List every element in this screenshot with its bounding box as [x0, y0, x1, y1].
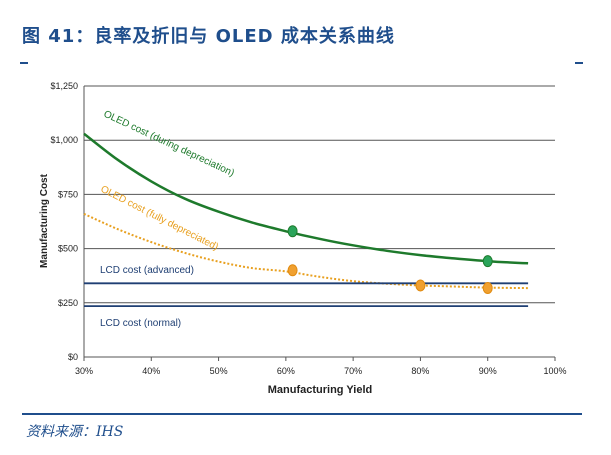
x-axis-label: Manufacturing Yield: [268, 384, 373, 396]
series-label-lcd-advanced: LCD cost (advanced): [100, 265, 194, 276]
series-line-oled-during-depreciation: [83, 132, 529, 265]
series-labels: OLED cost (during depreciation)OLED cost…: [99, 109, 236, 329]
footer-rule: [22, 413, 582, 415]
figure-title: 图 41：良率及折旧与 OLED 成本关系曲线: [22, 26, 395, 47]
y-tick-label: $1,000: [50, 135, 78, 145]
y-tick-label: $750: [58, 189, 78, 199]
y-tick-label: $1,250: [50, 81, 78, 91]
tick-labels: $0 $250 $500 $750 $1,000 $1,250 30% 40% 50% 60% 70…: [50, 81, 566, 376]
data-point-oled-during-depreciation: [482, 255, 493, 268]
series-label-oled-during-depreciation: OLED cost (during depreciation): [102, 109, 236, 179]
y-tick-label: $250: [58, 298, 78, 308]
x-tick-label: 40%: [142, 366, 160, 376]
x-tick-label: 90%: [479, 366, 497, 376]
y-tick-label: $0: [68, 352, 78, 362]
series-label-lcd-normal: LCD cost (normal): [100, 318, 181, 329]
title-dash-right: [575, 62, 583, 64]
x-tick-label: 30%: [75, 366, 93, 376]
x-tick-label: 60%: [277, 366, 295, 376]
data-markers: [287, 225, 493, 295]
x-tick-label: 70%: [344, 366, 362, 376]
x-tick-label: 50%: [210, 366, 228, 376]
series-line-oled-fully-depreciated: [83, 212, 529, 290]
axes: [83, 86, 556, 361]
data-point-oled-fully-depreciated: [482, 282, 493, 295]
data-point-oled-fully-depreciated: [287, 264, 298, 277]
y-axis-label: Manufacturing Cost: [39, 173, 50, 268]
data-point-oled-fully-depreciated: [415, 279, 426, 292]
data-point-oled-during-depreciation: [287, 225, 298, 238]
title-dash-left: [20, 62, 28, 64]
x-tick-label: 80%: [411, 366, 429, 376]
y-tick-label: $500: [58, 244, 78, 254]
source-note: 资料来源：IHS: [26, 424, 124, 440]
x-tick-label: 100%: [543, 366, 566, 376]
series-lines: [83, 132, 529, 308]
